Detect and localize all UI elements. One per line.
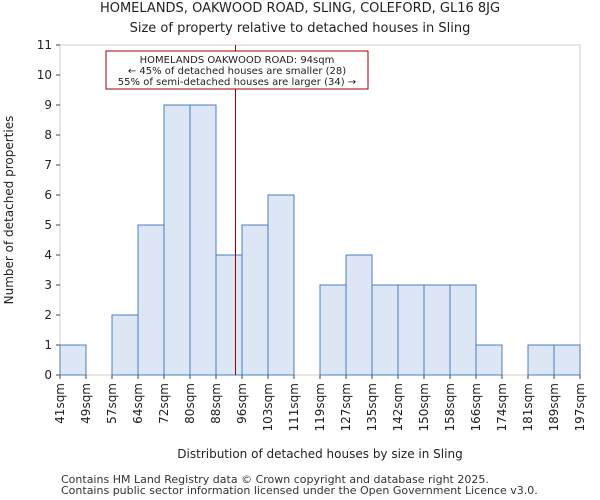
footer-licence: Contains public sector information licen… [61,484,538,497]
x-tick-label: 189sqm [547,383,561,431]
y-tick-label: 8 [44,128,52,142]
annotation-line-3: 55% of semi-detached houses are larger (… [118,77,356,88]
histogram-bar [423,284,451,376]
histogram-bar [111,314,139,376]
x-tick-label: 49sqm [79,383,93,424]
y-tick-label: 3 [44,278,52,292]
y-tick-label: 1 [44,338,52,352]
y-tick-label: 10 [37,68,52,82]
y-tick-label: 9 [44,98,52,112]
x-tick-label: 119sqm [313,383,327,431]
x-tick-label: 41sqm [53,383,67,424]
y-tick-label: 5 [44,218,52,232]
x-tick-label: 158sqm [443,383,457,431]
x-tick-label: 142sqm [391,383,405,431]
x-tick-label: 88sqm [209,383,223,424]
histogram-bar [267,194,295,376]
x-tick-label: 96sqm [235,383,249,424]
y-tick-label: 4 [44,248,52,262]
x-tick-label: 64sqm [131,383,145,424]
y-axis-label: Number of detached properties [2,116,16,305]
histogram-bar [59,344,87,376]
histogram-bar [189,104,217,376]
y-tick-label: 11 [37,38,52,52]
x-tick-label: 127sqm [339,383,353,431]
x-tick-label: 103sqm [261,383,275,431]
x-axis-label: Distribution of detached houses by size … [177,447,462,461]
x-tick-label: 111sqm [287,383,301,431]
histogram-bar [553,344,581,376]
histogram-bar [345,254,373,376]
chart-subtitle: Size of property relative to detached ho… [129,21,471,36]
histogram-bar [475,344,503,376]
x-tick-label: 150sqm [417,383,431,431]
histogram-bar [241,224,269,376]
histogram-bar [397,284,425,376]
y-tick-label: 6 [44,188,52,202]
x-tick-label: 135sqm [365,383,379,431]
x-tick-label: 181sqm [521,383,535,431]
histogram-bar [137,224,165,376]
x-tick-label: 166sqm [469,383,483,431]
annotation-box [105,50,369,90]
histogram-bar [319,284,347,376]
x-tick-label: 197sqm [573,383,587,431]
footer-copyright: Contains HM Land Registry data © Crown c… [61,473,489,486]
annotation-line-2: ← 45% of detached houses are smaller (28… [128,66,346,77]
histogram-chart: 0 1 2 3 4 5 6 7 8 9 10 11 41sqm 49sqm 57sqm 64sqm 72sqm… [2,38,587,461]
x-tick-label: 174sqm [495,383,509,431]
histogram-bar [371,284,399,376]
histogram-bar [215,254,243,376]
x-tick-label: 57sqm [105,383,119,424]
y-tick-label: 7 [44,158,52,172]
histogram-bar [449,284,477,376]
histogram-bar [163,104,191,376]
x-tick-label: 72sqm [157,383,171,424]
chart-title: HOMELANDS, OAKWOOD ROAD, SLING, COLEFORD… [99,1,501,16]
annotation-line-1: HOMELANDS OAKWOOD ROAD: 94sqm [140,55,335,66]
histogram-bar [527,344,555,376]
y-tick-label: 2 [44,308,52,322]
y-tick-label: 0 [44,368,52,382]
x-tick-label: 80sqm [183,383,197,424]
